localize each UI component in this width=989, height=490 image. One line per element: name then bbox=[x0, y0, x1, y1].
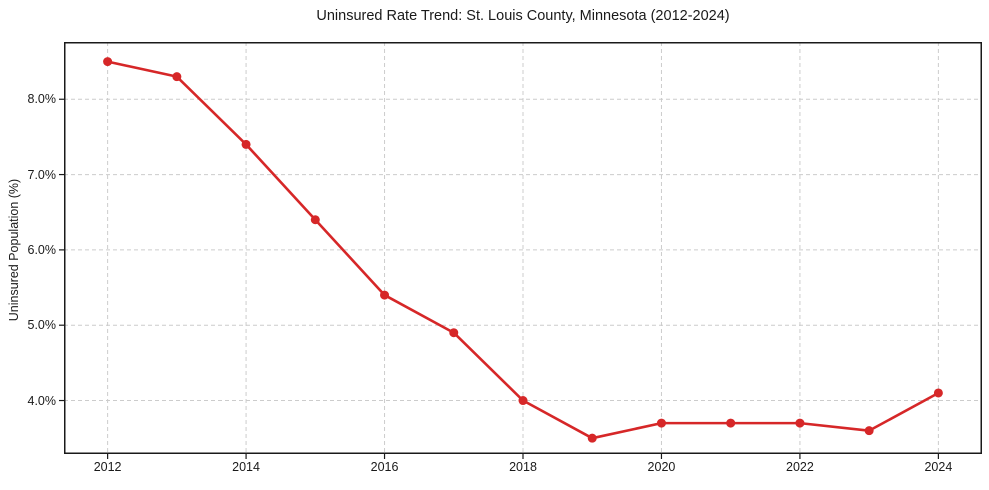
x-tick-label: 2014 bbox=[232, 460, 260, 474]
y-tick-label: 8.0% bbox=[27, 92, 57, 107]
data-point bbox=[380, 290, 390, 300]
y-tick-label: 5.0% bbox=[27, 318, 57, 333]
data-point bbox=[656, 418, 666, 428]
chart-title: Uninsured Rate Trend: St. Louis County, … bbox=[316, 8, 730, 24]
y-axis-label-text: Uninsured Population (%) bbox=[7, 178, 21, 322]
data-point bbox=[172, 72, 182, 82]
x-tick-label: 2022 bbox=[786, 460, 814, 474]
plot-area bbox=[59, 42, 982, 459]
y-tick-label: 7.0% bbox=[27, 167, 57, 182]
y-tick-label: 6.0% bbox=[27, 242, 57, 257]
data-point bbox=[795, 418, 805, 428]
data-point bbox=[310, 215, 320, 225]
data-point bbox=[241, 139, 251, 149]
x-tick-label: 2016 bbox=[370, 460, 399, 474]
data-point bbox=[864, 426, 874, 436]
x-tick-label: 2020 bbox=[647, 460, 676, 474]
data-point bbox=[726, 418, 736, 428]
x-tick-label: 2018 bbox=[509, 460, 537, 474]
x-tick-label: 2024 bbox=[924, 460, 953, 474]
y-tick-label: 4.0% bbox=[27, 393, 57, 408]
data-point bbox=[587, 433, 597, 443]
data-point bbox=[449, 328, 459, 338]
x-tick-label: 2012 bbox=[93, 460, 122, 474]
data-point bbox=[518, 396, 528, 406]
data-point bbox=[933, 388, 943, 398]
plot-spines bbox=[64, 42, 982, 454]
plot-canvas bbox=[59, 42, 982, 459]
data-point bbox=[103, 57, 113, 67]
